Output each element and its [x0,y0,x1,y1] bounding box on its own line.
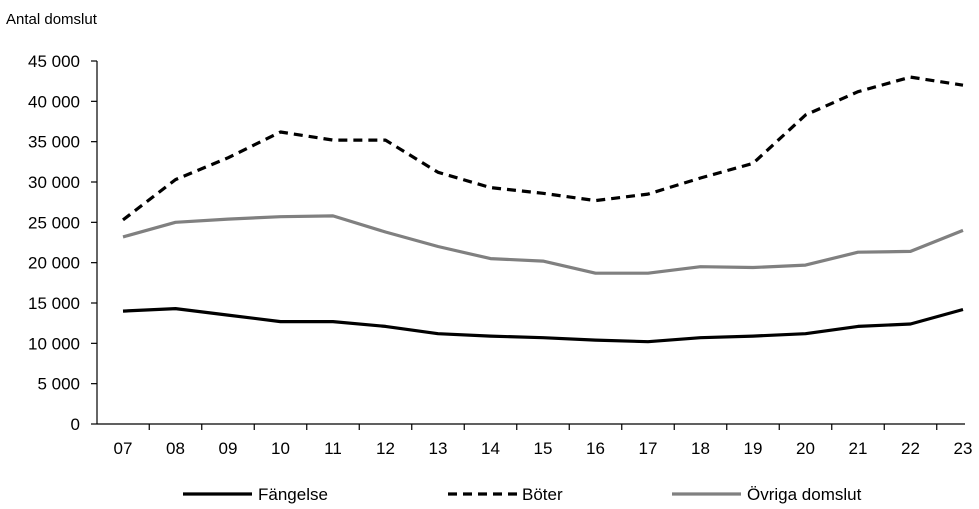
y-tick-label: 5 000 [37,375,80,394]
x-tick-label: 20 [796,439,815,458]
y-tick-label: 30 000 [28,173,80,192]
x-tick-label: 15 [534,439,553,458]
x-tick-label: 16 [586,439,605,458]
series-line-0 [122,307,964,344]
plot-area [122,75,964,344]
legend: Fängelse Böter Övriga domslut [183,485,862,504]
x-tick-label: 11 [324,439,342,458]
x-tick-label: 08 [166,439,185,458]
legend-label-2: Övriga domslut [747,485,862,504]
y-tick-label: 10 000 [28,334,80,353]
y-tick-label: 45 000 [28,52,80,71]
series-line-2 [122,214,964,275]
legend-label-0: Fängelse [258,485,328,504]
y-tick-label: 20 000 [28,254,80,273]
y-axis: 0 5 000 10 000 15 000 20 000 25 000 30 000 35 0… [28,52,98,434]
x-tick-label: 17 [639,439,658,458]
x-tick-label: 22 [901,439,920,458]
y-tick-label: 0 [71,415,80,434]
x-tick-label: 10 [271,439,290,458]
x-tick-label: 09 [219,439,238,458]
x-tick-label: 12 [376,439,395,458]
x-tick-label: 18 [691,439,710,458]
x-tick-label: 23 [954,439,973,458]
x-tick-label: 13 [429,439,448,458]
x-tick-label: 14 [481,439,500,458]
y-tick-label: 25 000 [28,213,80,232]
x-tick-label: 21 [849,439,868,458]
y-tick-label: 35 000 [28,133,80,152]
x-tick-label: 19 [744,439,763,458]
series-line-1 [122,75,964,222]
legend-label-1: Böter [522,485,563,504]
y-axis-title: Antal domslut [6,11,98,28]
y-tick-label: 40 000 [28,92,80,111]
y-tick-label: 15 000 [28,294,80,313]
x-axis: 07 08 09 10 11 12 13 14 15 16 17 18 19 20 21 22 23 [97,423,973,458]
x-tick-label: 07 [114,439,133,458]
